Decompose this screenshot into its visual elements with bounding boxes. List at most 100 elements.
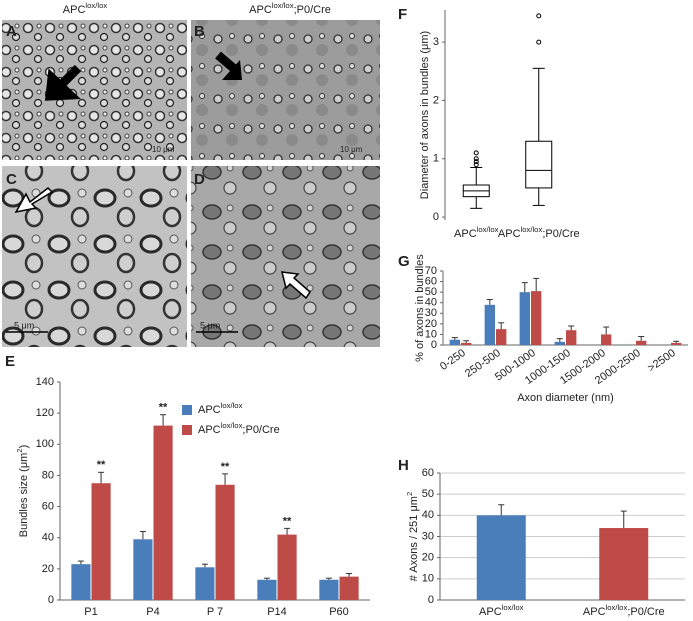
legend-label: APClox/lox — [198, 401, 243, 416]
bar — [531, 291, 542, 345]
bar — [554, 341, 565, 345]
text-part: lox/lox — [606, 603, 628, 612]
bar — [496, 329, 507, 345]
micrograph — [191, 166, 380, 347]
x-tick-label: APClox/lox;P0/Cre — [583, 603, 665, 618]
bar — [195, 567, 215, 600]
x-tick-label: P 7 — [207, 606, 223, 618]
text-part: lox/lox — [521, 225, 543, 234]
text-part: APC — [583, 606, 606, 618]
y-tick-label: 2 — [433, 94, 439, 106]
significance: ** — [159, 402, 168, 414]
panel-letter: A — [6, 23, 17, 40]
x-tick-label: P14 — [267, 606, 287, 618]
y-tick-label: 80 — [42, 469, 54, 481]
y-tick-label: 0 — [428, 594, 434, 606]
text-part: lox/lox — [477, 225, 499, 234]
y-tick-label: 60 — [425, 275, 437, 287]
y-tick-label: 3 — [433, 36, 439, 48]
bar — [566, 330, 577, 345]
y-tick-label: 50 — [425, 286, 437, 298]
x-tick-label: >2500 — [646, 347, 678, 375]
scale-label: 5 μm — [14, 320, 34, 330]
panel-letter: B — [194, 23, 205, 40]
text-part: ;P0/Cre — [542, 228, 579, 240]
x-tick-label: APClox/lox — [454, 225, 499, 240]
x-tick-label: P1 — [84, 606, 97, 618]
bar — [671, 342, 682, 345]
bar — [461, 342, 472, 345]
legend-swatch — [182, 425, 192, 435]
text-part: lox/lox — [85, 1, 107, 10]
outlier — [473, 159, 479, 165]
y-tick-label: 70 — [425, 265, 437, 277]
outlier — [536, 39, 542, 45]
legend-swatch — [182, 405, 192, 415]
bar — [601, 334, 612, 345]
y-tick-label: 20 — [422, 552, 434, 564]
y-tick-label: 40 — [42, 532, 54, 544]
arrow — [222, 60, 242, 80]
legend-label: APClox/lox;P0/Cre — [198, 421, 280, 436]
x-tick-label: APClox/lox — [479, 603, 524, 618]
text-part: # Axons / 251 μm — [408, 496, 420, 581]
text-part: APC — [198, 424, 221, 436]
y-tick-label: 0 — [431, 339, 437, 351]
significance: ** — [221, 461, 230, 473]
text-part: ) — [18, 445, 30, 449]
scale-label: 10 μm — [340, 145, 363, 154]
x-tick-label: P60 — [329, 606, 349, 618]
y-tick-label: 120 — [36, 407, 54, 419]
bar — [449, 339, 460, 345]
bar — [319, 579, 339, 600]
panel-letter: C — [6, 171, 17, 188]
x-tick-label: P4 — [146, 606, 159, 618]
column-header: APClox/lox;P0/Cre — [249, 1, 331, 16]
bar — [599, 528, 649, 600]
panel-letter: F — [398, 6, 407, 23]
text-part: lox/lox — [502, 603, 524, 612]
micrograph — [2, 20, 187, 160]
y-axis-label: # Axons / 251 μm2 — [405, 492, 420, 582]
y-axis-label: Bundles size (μm2) — [15, 445, 30, 538]
text-part: ;P0/Cre — [627, 606, 664, 618]
text-part: APC — [454, 228, 477, 240]
arrow — [14, 187, 54, 214]
bar — [133, 539, 153, 600]
arrow — [281, 271, 311, 300]
text-part: lox/lox — [221, 401, 243, 410]
y-tick-label: 140 — [36, 376, 54, 388]
text-part: APC — [479, 606, 502, 618]
bar — [277, 534, 297, 600]
text-part: APC — [63, 4, 86, 16]
outlier — [473, 150, 479, 156]
bar — [484, 304, 495, 345]
x-tick-label: APClox/lox;P0/Cre — [498, 225, 580, 240]
panel-letter: D — [194, 171, 205, 188]
y-tick-label: 20 — [42, 563, 54, 575]
bar — [257, 579, 277, 600]
y-tick-label: 60 — [42, 500, 54, 512]
panel-letter: H — [398, 457, 409, 474]
text-part: Bundles size (μm — [18, 453, 30, 538]
outlier — [536, 13, 542, 19]
arrow — [44, 64, 82, 101]
bar — [153, 425, 173, 600]
text-part: ;P0/Cre — [294, 4, 331, 16]
y-tick-label: 10 — [422, 573, 434, 585]
panel-letter: E — [5, 353, 15, 370]
outlier — [473, 156, 479, 162]
x-axis-label: Axon diameter (nm) — [517, 392, 614, 404]
text-part: ;P0/Cre — [242, 424, 279, 436]
y-tick-label: 10 — [425, 328, 437, 340]
micrograph — [2, 166, 187, 347]
panel-letter: G — [398, 253, 410, 270]
text-part: lox/lox — [272, 1, 294, 10]
column-header: APClox/lox — [63, 1, 108, 16]
text-part: 2 — [15, 448, 24, 452]
bar — [476, 515, 526, 600]
y-tick-label: 40 — [425, 297, 437, 309]
y-tick-label: 30 — [422, 530, 434, 542]
y-tick-label: 1 — [433, 153, 439, 165]
